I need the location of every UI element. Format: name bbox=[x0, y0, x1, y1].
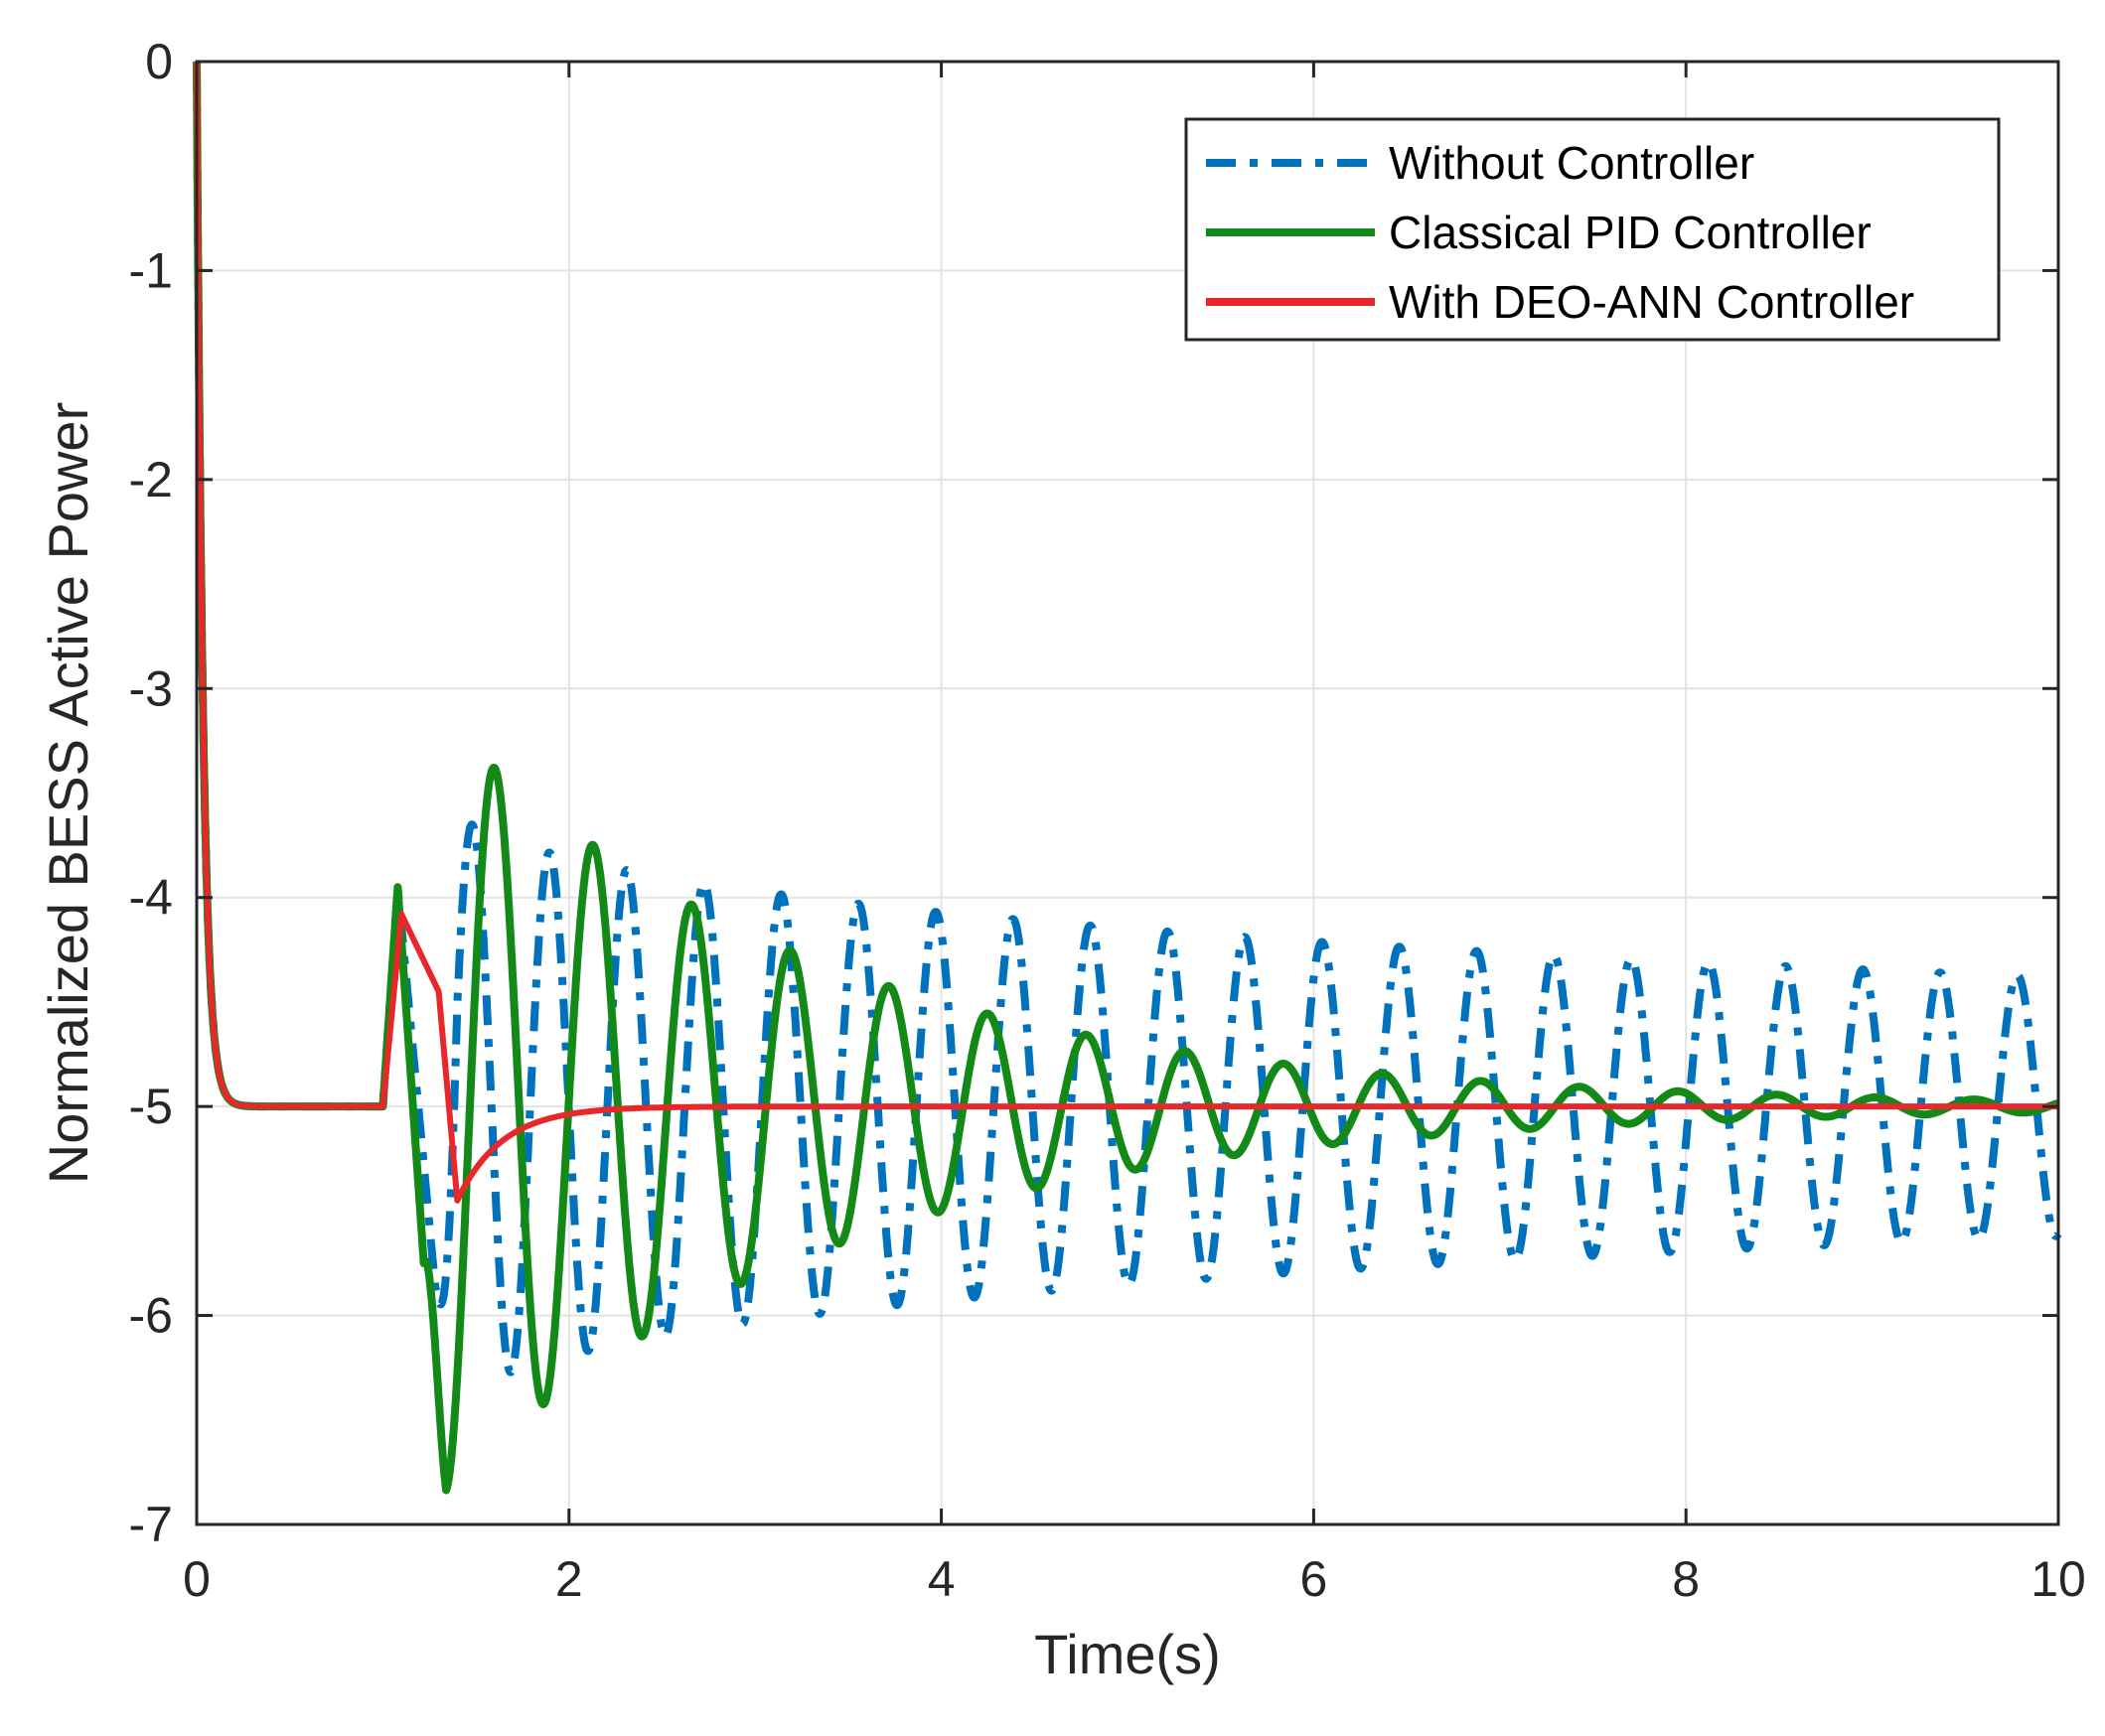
legend: Without Controller Classical PID Control… bbox=[1184, 117, 2001, 342]
y-axis-label: Normalized BESS Active Power bbox=[37, 402, 99, 1184]
legend-label-without-controller: Without Controller bbox=[1389, 137, 1754, 189]
legend-label-classical-pid: Classical PID Controller bbox=[1389, 207, 1872, 258]
y-tick-label: -6 bbox=[129, 1288, 173, 1344]
x-tick-label: 8 bbox=[1672, 1551, 1700, 1607]
legend-label-deo-ann: With DEO-ANN Controller bbox=[1389, 276, 1914, 328]
x-tick-label: 4 bbox=[928, 1551, 956, 1607]
y-tick-label: -3 bbox=[129, 660, 173, 716]
series-line-deo-ann bbox=[194, 61, 2061, 1204]
axis-ticks: 0 2 4 6 8 10 0 -1 -2 -3 -4 -5 -6 -7 bbox=[129, 34, 2086, 1607]
y-tick-label: 0 bbox=[145, 34, 173, 89]
y-tick-label: -7 bbox=[129, 1497, 173, 1552]
x-tick-label: 6 bbox=[1299, 1551, 1327, 1607]
x-tick-label: 10 bbox=[2030, 1551, 2086, 1607]
y-tick-label: -1 bbox=[129, 242, 173, 298]
x-tick-label: 0 bbox=[183, 1551, 211, 1607]
axes-box bbox=[195, 60, 2060, 1526]
series-line-without-controller bbox=[193, 61, 2062, 1376]
y-tick-label: -2 bbox=[129, 452, 173, 507]
y-tick-label: -5 bbox=[129, 1079, 173, 1134]
y-tick-label: -4 bbox=[129, 870, 173, 926]
series-lines bbox=[193, 61, 2062, 1495]
x-tick-label: 2 bbox=[555, 1551, 583, 1607]
x-axis-label: Time(s) bbox=[1034, 1623, 1221, 1685]
series-line-classical-pid bbox=[193, 61, 2062, 1495]
